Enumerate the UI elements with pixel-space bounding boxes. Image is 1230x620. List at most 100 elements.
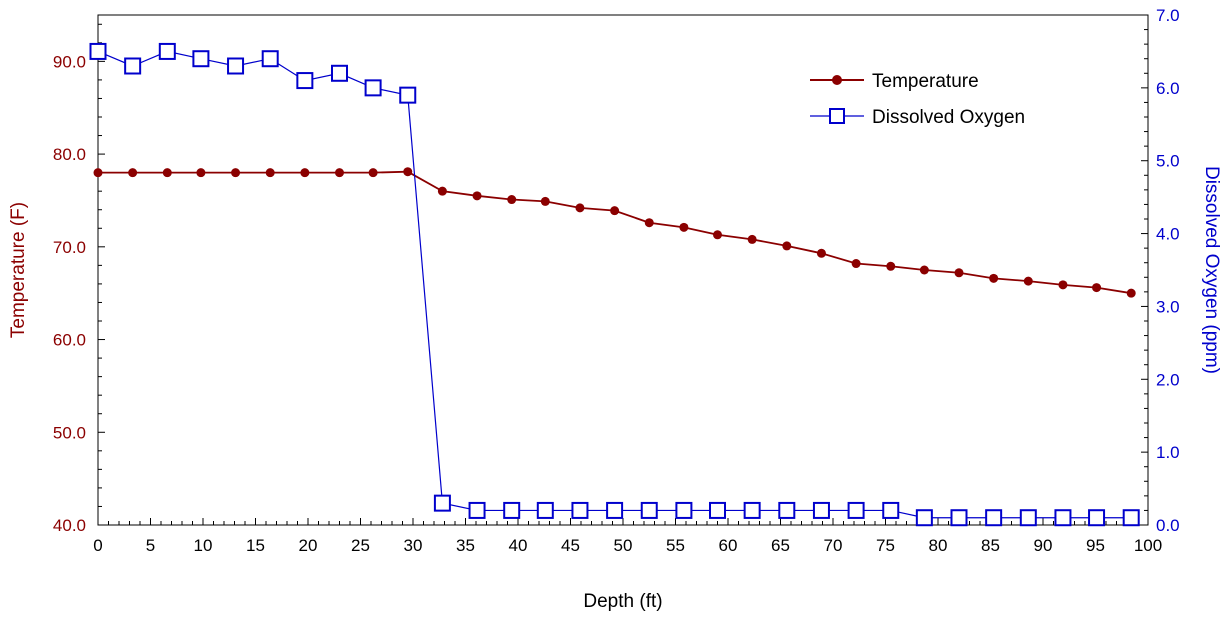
oxygen-series-layer (89, 42, 1140, 527)
temperature-point (1058, 280, 1068, 290)
right-y-tick-label: 3.0 (1156, 297, 1180, 316)
oxygen-point (192, 50, 210, 68)
x-tick-label: 70 (824, 536, 843, 555)
temperature-point (644, 218, 654, 228)
legend: Temperature Dissolved Oxygen (810, 71, 1025, 128)
oxygen-point (950, 509, 968, 527)
temperature-point (610, 206, 620, 216)
oxygen-point (1019, 509, 1037, 527)
x-tick-label: 25 (351, 536, 370, 555)
right-y-tick-label: 6.0 (1156, 79, 1180, 98)
left-y-tick-label: 80.0 (53, 145, 86, 164)
temperature-point (782, 241, 792, 251)
temperature-point (919, 265, 929, 275)
right-y-tick-label: 4.0 (1156, 225, 1180, 244)
x-tick-label: 85 (981, 536, 1000, 555)
oxygen-point (1088, 509, 1106, 527)
temperature-point (507, 195, 517, 205)
x-tick-label: 60 (719, 536, 738, 555)
oxygen-point (468, 501, 486, 519)
x-tick-label: 35 (456, 536, 475, 555)
temperature-point (162, 168, 172, 178)
x-tick-label: 15 (246, 536, 265, 555)
axes-layer: 0 5 10 15 20 25 30 35 40 45 50 55 60 65 70 75 80 85 90 95 10… (53, 6, 1180, 555)
temperature-point (575, 203, 585, 213)
oxygen-point (1122, 509, 1140, 527)
temperature-point (1126, 288, 1136, 298)
temperature-point (886, 261, 896, 271)
right-y-tick-label: 1.0 (1156, 443, 1180, 462)
temperature-point (368, 168, 378, 178)
x-tick-label: 10 (194, 536, 213, 555)
oxygen-point (571, 501, 589, 519)
temperature-point (747, 234, 757, 244)
right-y-tick-label: 5.0 (1156, 152, 1180, 171)
oxygen-point (227, 57, 245, 75)
oxygen-point (364, 79, 382, 97)
temperature-point (196, 168, 206, 178)
temperature-point (437, 186, 447, 196)
oxygen-point (709, 501, 726, 519)
plot-frame (97, 14, 1149, 526)
legend-temperature-marker (832, 75, 842, 85)
oxygen-point (536, 501, 554, 519)
x-tick-label: 50 (614, 536, 633, 555)
temperature-series-line (98, 170, 1132, 295)
right-y-axis-title: Dissolved Oxygen (ppm) (1201, 166, 1222, 374)
x-tick-label: 0 (93, 536, 102, 555)
oxygen-point (847, 501, 865, 519)
right-y-tick-label: 0.0 (1156, 516, 1180, 535)
oxygen-point (158, 42, 176, 60)
legend-temperature-label: Temperature (872, 71, 979, 92)
temperature-point (231, 168, 241, 178)
temperature-point (335, 168, 344, 178)
right-y-tick-label: 2.0 (1156, 370, 1180, 389)
x-tick-label: 90 (1034, 536, 1053, 555)
oxygen-point (882, 501, 900, 519)
oxygen-point (433, 494, 451, 512)
oxygen-point (812, 501, 830, 519)
right-y-tick-label: 7.0 (1156, 6, 1180, 25)
oxygen-point (296, 72, 314, 90)
x-tick-label: 45 (561, 536, 580, 555)
x-tick-label: 75 (876, 536, 895, 555)
temperature-point (93, 168, 103, 178)
temperature-point (816, 248, 826, 258)
x-tick-label: 20 (299, 536, 318, 555)
oxygen-point (261, 50, 279, 68)
temperature-point (713, 230, 722, 240)
left-y-tick-label: 90.0 (53, 52, 86, 71)
oxygen-point (778, 501, 796, 519)
x-tick-label: 80 (929, 536, 948, 555)
temperature-series-layer (93, 167, 1136, 298)
legend-oxygen-marker (829, 108, 845, 124)
left-y-axis-title: Temperature (F) (8, 202, 29, 338)
temperature-point (1092, 283, 1102, 293)
temperature-point (989, 273, 999, 283)
temperature-point (472, 191, 482, 201)
oxygen-point (331, 64, 348, 82)
temperature-point (540, 196, 550, 206)
oxygen-point (124, 57, 142, 75)
oxygen-point (1054, 509, 1072, 527)
legend-oxygen-label: Dissolved Oxygen (872, 107, 1025, 128)
left-y-tick-label: 70.0 (53, 238, 86, 257)
left-y-tick-label: 50.0 (53, 423, 86, 442)
x-tick-label: 55 (666, 536, 685, 555)
labels-layer: Depth (ft) Temperature (F) Dissolved Oxy… (8, 166, 1222, 612)
x-tick-label: 5 (146, 536, 155, 555)
temperature-point (403, 167, 413, 177)
oxygen-point (399, 86, 417, 104)
left-y-tick-label: 40.0 (53, 516, 86, 535)
x-tick-label: 40 (509, 536, 528, 555)
x-tick-label: 100 (1134, 536, 1162, 555)
temperature-point (679, 222, 689, 232)
temperature-point (300, 168, 310, 178)
oxygen-point (915, 509, 933, 527)
temperature-point (851, 259, 861, 269)
oxygen-point (606, 501, 624, 519)
temperature-point (265, 168, 275, 178)
oxygen-point (743, 501, 761, 519)
